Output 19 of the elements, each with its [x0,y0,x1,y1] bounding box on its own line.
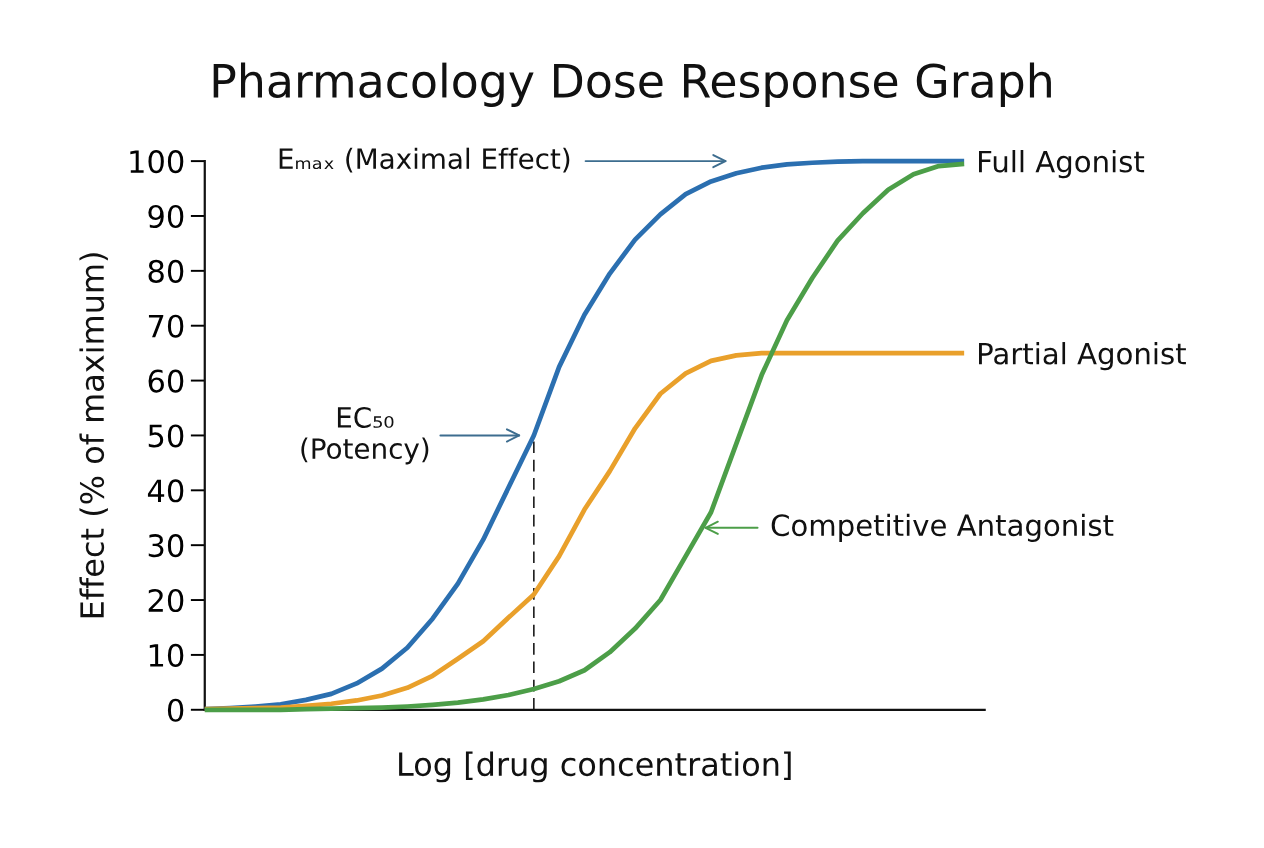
y-tick-label: 0 [167,698,184,722]
y-tick-label: 50 [148,424,184,448]
y-tick-label: 100 [130,150,184,174]
y-tick-label: 70 [148,314,184,338]
y-tick-label: 60 [148,369,184,393]
y-tick-label: 20 [148,588,184,613]
y-tick-label: 90 [148,204,184,229]
chart-title: Pharmacology Dose Response Graph [213,62,1051,107]
series-label: Full Agonist [979,150,1145,179]
y-tick-label: 40 [147,479,184,503]
legend-label: Competitive Antagonist [771,513,1114,542]
y-tick-label: 80 [148,259,184,283]
series-label: Partial Agonist [979,342,1186,371]
x-axis-title: Log [drug concentration] [399,751,791,783]
y-axis-title: Effect (% of maximum) [79,253,108,618]
annotation: Eₘₐₓ (Maximal Effect) [279,147,570,173]
annotation: EC₅₀ (Potency) [301,406,429,465]
y-tick-label: 10 [149,643,184,667]
y-tick-label: 30 [148,534,184,558]
